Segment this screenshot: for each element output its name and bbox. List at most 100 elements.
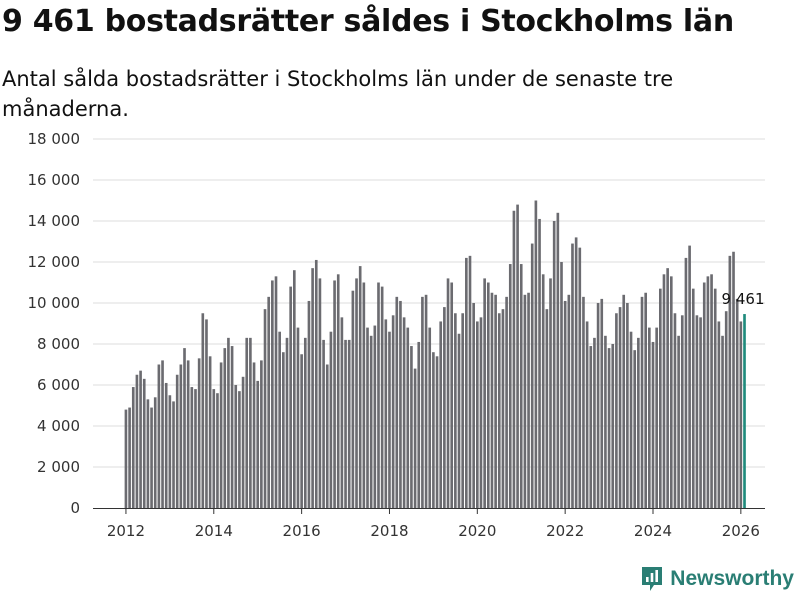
y-tick-label: 16 000 [28,171,81,189]
bar [205,319,208,508]
bar [432,352,435,508]
bar [142,378,146,508]
y-tick-label: 0 [70,499,80,517]
bar [739,321,743,508]
bar [362,282,366,508]
bar [710,274,713,508]
bar [589,346,593,508]
bars [124,200,746,509]
bar [476,321,479,508]
bar [311,268,314,508]
bar [252,362,256,508]
chart-subtitle: Antal sålda bostadsrätter i Stockholms l… [2,67,674,121]
x-tick-label: 2018 [370,522,408,540]
bar [691,288,695,508]
bar [402,317,406,508]
bar [131,387,135,508]
bar [260,360,263,508]
bar [637,337,640,508]
bar [157,364,161,508]
bar [538,218,541,508]
bar [267,296,271,508]
bar [626,303,629,508]
bar [713,288,717,508]
y-tick-label: 10 000 [28,294,81,312]
x-tick-label: 2020 [458,522,496,540]
bar [373,325,377,508]
bar [314,259,318,508]
x-tick-label: 2016 [283,522,321,540]
bar [245,337,249,508]
bar [552,221,556,508]
bar [216,393,219,508]
bar [607,348,611,508]
bar [585,321,589,508]
bar [684,257,688,508]
bar [135,374,139,508]
bar [527,292,530,508]
bar [483,278,486,508]
bar [300,354,303,508]
bar [651,341,655,508]
bar [380,286,384,508]
bar [454,313,457,508]
bar [673,313,677,508]
bar [223,348,227,508]
bar [406,327,410,508]
bar [344,339,347,508]
bar [717,321,721,508]
bar [249,337,252,508]
bar [728,255,732,508]
bar [161,360,164,508]
bar [212,389,216,508]
bar [292,270,296,508]
bar [369,335,373,508]
bar [600,298,604,508]
bar [410,346,413,508]
bar [457,333,461,508]
bar [648,327,651,508]
bar [333,280,336,508]
bar [241,376,245,508]
bar [534,200,538,508]
bar [622,294,626,508]
bar [168,395,172,508]
bar [219,362,223,508]
bar [238,391,241,508]
y-tick-label: 6 000 [37,376,80,394]
bar [571,243,574,509]
bar [124,409,128,508]
bar [567,294,571,508]
bar [461,313,464,508]
bar [399,300,402,508]
bar [629,331,633,508]
bar [278,331,281,508]
bar [655,327,658,508]
bar [282,352,285,508]
bar [563,300,567,508]
bar [197,358,201,508]
bar [208,356,212,508]
bar [468,255,472,508]
bar [615,313,618,508]
bar [688,245,691,508]
bar [724,311,728,508]
bar [732,251,735,508]
bar [560,262,563,508]
bar [695,315,699,508]
bar [486,282,490,508]
y-tick-label: 18 000 [28,130,81,148]
bar [153,397,157,508]
x-tick-label: 2022 [546,522,584,540]
bar [325,364,329,508]
bar [307,300,311,508]
bar [395,296,399,508]
bar [263,309,267,508]
bar [322,339,325,508]
y-tick-label: 4 000 [37,417,80,435]
bar [358,266,362,508]
bar [702,282,706,508]
bar [435,356,439,508]
bar [329,331,333,508]
bar [271,280,274,508]
